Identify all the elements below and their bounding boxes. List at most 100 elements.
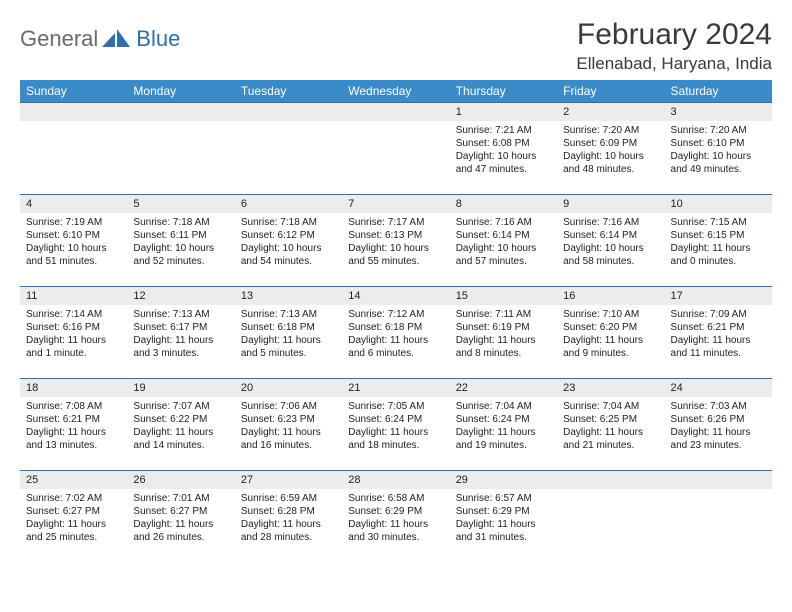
sunset-line: Sunset: 6:08 PM <box>456 137 551 150</box>
day-number: 15 <box>450 287 557 305</box>
weekday-header: Thursday <box>450 80 557 103</box>
sunset-line: Sunset: 6:15 PM <box>671 229 766 242</box>
location: Ellenabad, Haryana, India <box>576 54 772 74</box>
calendar-cell: 27Sunrise: 6:59 AMSunset: 6:28 PMDayligh… <box>235 471 342 563</box>
sunrise-line: Sunrise: 7:01 AM <box>133 492 228 505</box>
title-block: February 2024 Ellenabad, Haryana, India <box>576 18 772 74</box>
day-number: 4 <box>20 195 127 213</box>
day-number: 17 <box>665 287 772 305</box>
day-number: 6 <box>235 195 342 213</box>
calendar-cell: 19Sunrise: 7:07 AMSunset: 6:22 PMDayligh… <box>127 379 234 471</box>
calendar-cell: 23Sunrise: 7:04 AMSunset: 6:25 PMDayligh… <box>557 379 664 471</box>
logo-text-general: General <box>20 26 98 52</box>
daylight-line: Daylight: 11 hours and 23 minutes. <box>671 426 766 452</box>
sunset-line: Sunset: 6:13 PM <box>348 229 443 242</box>
sunset-line: Sunset: 6:27 PM <box>133 505 228 518</box>
sunrise-line: Sunrise: 7:13 AM <box>133 308 228 321</box>
sunrise-line: Sunrise: 6:59 AM <box>241 492 336 505</box>
calendar-cell <box>235 103 342 195</box>
daylight-line: Daylight: 11 hours and 6 minutes. <box>348 334 443 360</box>
day-number: 13 <box>235 287 342 305</box>
calendar-cell: 16Sunrise: 7:10 AMSunset: 6:20 PMDayligh… <box>557 287 664 379</box>
daylight-line: Daylight: 10 hours and 57 minutes. <box>456 242 551 268</box>
sunset-line: Sunset: 6:19 PM <box>456 321 551 334</box>
day-details: Sunrise: 6:57 AMSunset: 6:29 PMDaylight:… <box>450 489 557 548</box>
sunrise-line: Sunrise: 7:04 AM <box>563 400 658 413</box>
sunrise-line: Sunrise: 7:17 AM <box>348 216 443 229</box>
day-number: 29 <box>450 471 557 489</box>
sunset-line: Sunset: 6:25 PM <box>563 413 658 426</box>
header: General Blue February 2024 Ellenabad, Ha… <box>20 18 772 74</box>
day-number: 3 <box>665 103 772 121</box>
day-details: Sunrise: 6:58 AMSunset: 6:29 PMDaylight:… <box>342 489 449 548</box>
sunrise-line: Sunrise: 7:20 AM <box>563 124 658 137</box>
calendar-row: 11Sunrise: 7:14 AMSunset: 6:16 PMDayligh… <box>20 287 772 379</box>
day-number-bar <box>127 103 234 121</box>
sunrise-line: Sunrise: 7:21 AM <box>456 124 551 137</box>
day-details: Sunrise: 7:04 AMSunset: 6:25 PMDaylight:… <box>557 397 664 456</box>
weekday-header: Saturday <box>665 80 772 103</box>
daylight-line: Daylight: 11 hours and 1 minute. <box>26 334 121 360</box>
daylight-line: Daylight: 10 hours and 48 minutes. <box>563 150 658 176</box>
day-number-bar <box>20 103 127 121</box>
daylight-line: Daylight: 11 hours and 11 minutes. <box>671 334 766 360</box>
sunset-line: Sunset: 6:29 PM <box>348 505 443 518</box>
sunset-line: Sunset: 6:18 PM <box>348 321 443 334</box>
sunrise-line: Sunrise: 7:14 AM <box>26 308 121 321</box>
calendar-cell: 11Sunrise: 7:14 AMSunset: 6:16 PMDayligh… <box>20 287 127 379</box>
sunrise-line: Sunrise: 7:16 AM <box>563 216 658 229</box>
sunset-line: Sunset: 6:21 PM <box>26 413 121 426</box>
calendar-cell: 7Sunrise: 7:17 AMSunset: 6:13 PMDaylight… <box>342 195 449 287</box>
calendar-cell: 12Sunrise: 7:13 AMSunset: 6:17 PMDayligh… <box>127 287 234 379</box>
calendar-cell: 13Sunrise: 7:13 AMSunset: 6:18 PMDayligh… <box>235 287 342 379</box>
day-details: Sunrise: 7:12 AMSunset: 6:18 PMDaylight:… <box>342 305 449 364</box>
daylight-line: Daylight: 11 hours and 21 minutes. <box>563 426 658 452</box>
logo-sail-icon <box>102 29 130 49</box>
sunrise-line: Sunrise: 7:20 AM <box>671 124 766 137</box>
day-details: Sunrise: 7:20 AMSunset: 6:09 PMDaylight:… <box>557 121 664 180</box>
day-number: 7 <box>342 195 449 213</box>
logo-text-blue: Blue <box>136 26 180 52</box>
daylight-line: Daylight: 11 hours and 30 minutes. <box>348 518 443 544</box>
weekday-header: Monday <box>127 80 234 103</box>
calendar-cell: 8Sunrise: 7:16 AMSunset: 6:14 PMDaylight… <box>450 195 557 287</box>
daylight-line: Daylight: 11 hours and 9 minutes. <box>563 334 658 360</box>
sunrise-line: Sunrise: 6:57 AM <box>456 492 551 505</box>
day-number-bar <box>342 103 449 121</box>
sunset-line: Sunset: 6:29 PM <box>456 505 551 518</box>
calendar-cell: 28Sunrise: 6:58 AMSunset: 6:29 PMDayligh… <box>342 471 449 563</box>
sunrise-line: Sunrise: 6:58 AM <box>348 492 443 505</box>
calendar-cell: 17Sunrise: 7:09 AMSunset: 6:21 PMDayligh… <box>665 287 772 379</box>
day-number: 1 <box>450 103 557 121</box>
daylight-line: Daylight: 10 hours and 47 minutes. <box>456 150 551 176</box>
day-details: Sunrise: 7:02 AMSunset: 6:27 PMDaylight:… <box>20 489 127 548</box>
month-title: February 2024 <box>576 18 772 52</box>
sunrise-line: Sunrise: 7:06 AM <box>241 400 336 413</box>
sunrise-line: Sunrise: 7:19 AM <box>26 216 121 229</box>
day-number: 23 <box>557 379 664 397</box>
logo: General Blue <box>20 18 180 52</box>
sunrise-line: Sunrise: 7:10 AM <box>563 308 658 321</box>
calendar-cell: 29Sunrise: 6:57 AMSunset: 6:29 PMDayligh… <box>450 471 557 563</box>
calendar-cell: 10Sunrise: 7:15 AMSunset: 6:15 PMDayligh… <box>665 195 772 287</box>
calendar-cell: 1 Sunrise: 7:21 AMSunset: 6:08 PMDaylight… <box>450 103 557 195</box>
day-number: 21 <box>342 379 449 397</box>
daylight-line: Daylight: 10 hours and 58 minutes. <box>563 242 658 268</box>
sunset-line: Sunset: 6:27 PM <box>26 505 121 518</box>
calendar-cell: 9Sunrise: 7:16 AMSunset: 6:14 PMDaylight… <box>557 195 664 287</box>
day-details: Sunrise: 7:13 AMSunset: 6:17 PMDaylight:… <box>127 305 234 364</box>
sunrise-line: Sunrise: 7:18 AM <box>133 216 228 229</box>
daylight-line: Daylight: 11 hours and 8 minutes. <box>456 334 551 360</box>
day-details: Sunrise: 7:18 AMSunset: 6:12 PMDaylight:… <box>235 213 342 272</box>
day-details: Sunrise: 7:14 AMSunset: 6:16 PMDaylight:… <box>20 305 127 364</box>
sunset-line: Sunset: 6:10 PM <box>671 137 766 150</box>
daylight-line: Daylight: 10 hours and 54 minutes. <box>241 242 336 268</box>
calendar-cell: 6Sunrise: 7:18 AMSunset: 6:12 PMDaylight… <box>235 195 342 287</box>
calendar-cell: 22Sunrise: 7:04 AMSunset: 6:24 PMDayligh… <box>450 379 557 471</box>
day-number-bar <box>557 471 664 489</box>
daylight-line: Daylight: 11 hours and 16 minutes. <box>241 426 336 452</box>
day-details: Sunrise: 7:11 AMSunset: 6:19 PMDaylight:… <box>450 305 557 364</box>
calendar-row: 25Sunrise: 7:02 AMSunset: 6:27 PMDayligh… <box>20 471 772 563</box>
weekday-header: Friday <box>557 80 664 103</box>
day-details: Sunrise: 6:59 AMSunset: 6:28 PMDaylight:… <box>235 489 342 548</box>
